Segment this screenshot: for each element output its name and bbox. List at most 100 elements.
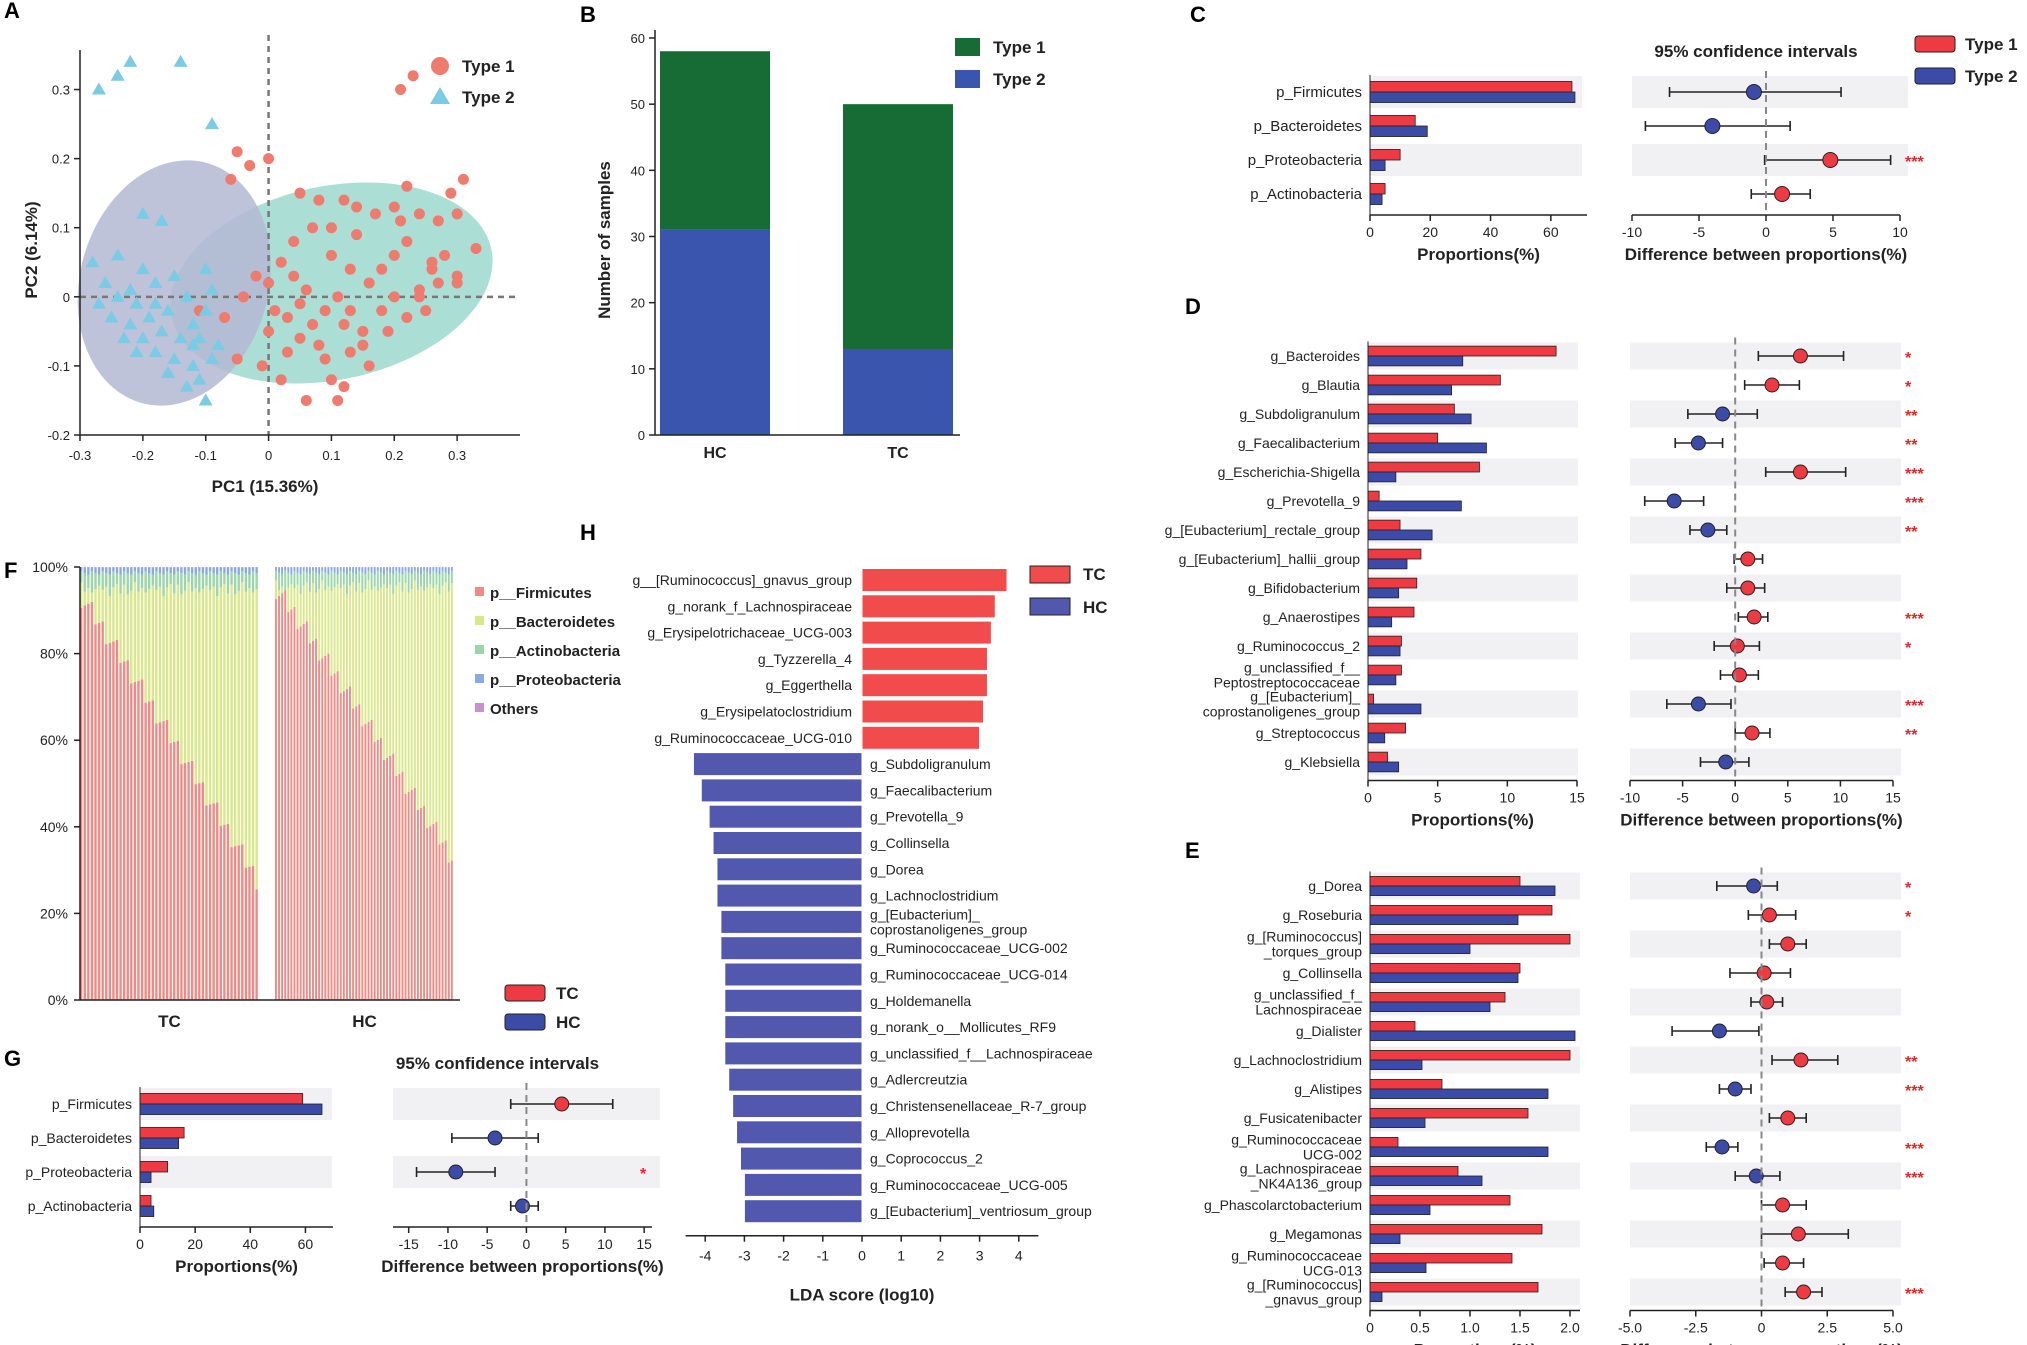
bar-type2 [1369, 1001, 1491, 1012]
sample-segment-firmicutes [281, 593, 284, 1000]
sample-segment-firmicutes [101, 621, 104, 1000]
difference-point [1745, 84, 1762, 100]
bar-type2 [1367, 558, 1408, 570]
sample-segment-actinobacteria [423, 570, 426, 591]
difference-point [1761, 907, 1777, 923]
taxon-label: g_Faecalibacterium [870, 782, 992, 798]
bar-type2 [1367, 732, 1386, 744]
sample-segment-others [305, 567, 308, 568]
bar-type2 [1369, 1262, 1427, 1273]
x-tick-label: 0 [1366, 224, 1374, 240]
bar-type2 [1369, 914, 1519, 925]
sample-segment-actinobacteria [140, 574, 144, 589]
sample-segment-bacteroidetes [105, 586, 108, 645]
sample-segment-firmicutes [287, 612, 290, 1000]
ci-row-band [1630, 516, 1901, 544]
type1-point [263, 325, 275, 337]
y-tick-label: 60% [40, 732, 68, 748]
sample-segment-firmicutes [318, 660, 321, 1000]
sample-segment-others [255, 567, 258, 568]
bar-type1 [1367, 606, 1415, 618]
sample-segment-proteobacteria [230, 567, 233, 572]
lda-bar-tc [861, 568, 1008, 592]
difference-point [1729, 638, 1745, 654]
sample-segment-actinobacteria [336, 574, 339, 584]
category-label: g_Faecalibacterium [1238, 435, 1360, 451]
taxon-label: g_Christensenellaceae_R-7_group [870, 1098, 1087, 1114]
difference-point [1704, 118, 1721, 134]
ci-x-tick-label: 10 [597, 1236, 613, 1252]
sample-segment-proteobacteria [187, 567, 190, 572]
sample-segment-proteobacteria [321, 567, 324, 571]
bar-type1 [1369, 934, 1571, 945]
sample-segment-bacteroidetes [219, 587, 222, 826]
sample-segment-actinobacteria [305, 572, 308, 583]
type1-point [432, 277, 444, 289]
significance-marker: *** [1905, 1170, 1924, 1187]
sample-segment-bacteroidetes [432, 588, 435, 825]
type2-point [154, 213, 169, 226]
sample-segment-firmicutes [90, 601, 94, 1000]
sample-segment-proteobacteria [404, 567, 407, 571]
sample-segment-firmicutes [324, 655, 327, 1000]
x-axis-label: Proportions(%) [1411, 811, 1534, 830]
sample-segment-bacteroidetes [355, 591, 358, 707]
type2-point [167, 269, 182, 282]
type2-point [148, 276, 163, 288]
bar-type2 [1367, 674, 1397, 686]
sample-segment-others [330, 567, 333, 568]
sample-segment-firmicutes [413, 787, 416, 1000]
lda-bar-tc [861, 725, 981, 750]
sample-segment-proteobacteria [318, 567, 321, 575]
sample-segment-others [401, 567, 404, 568]
sample-segment-others [201, 567, 205, 568]
sample-segment-others [287, 567, 290, 568]
sample-segment-proteobacteria [401, 567, 404, 575]
type1-point [275, 256, 287, 268]
sample-segment-actinobacteria [383, 574, 385, 584]
x-tick-label: 0 [265, 448, 272, 463]
sample-segment-bacteroidetes [119, 593, 122, 663]
sample-segment-actinobacteria [144, 571, 147, 593]
sample-segment-actinobacteria [302, 570, 305, 586]
lda-bar-hc [708, 804, 863, 829]
sample-segment-others [361, 567, 364, 568]
sample-segment-bacteroidetes [383, 583, 385, 760]
sample-segment-actinobacteria [130, 574, 133, 591]
sample-segment-proteobacteria [426, 567, 429, 573]
type1-point [294, 187, 306, 199]
sample-segment-bacteroidetes [429, 583, 432, 827]
sample-segment-others [426, 567, 429, 568]
sample-segment-actinobacteria [173, 574, 176, 594]
sample-segment-proteobacteria [137, 567, 140, 574]
sample-segment-proteobacteria [233, 567, 237, 574]
sample-segment-others [241, 567, 244, 568]
category-label: _gnavus_group [1264, 1292, 1362, 1308]
type1-point [407, 70, 419, 82]
sample-segment-actinobacteria [429, 574, 432, 584]
sample-segment-bacteroidetes [187, 582, 190, 762]
type2-point [98, 276, 113, 288]
type1-point [269, 305, 281, 317]
type1-point [237, 291, 249, 303]
sample-segment-firmicutes [176, 740, 180, 1000]
lda-bar-hc [728, 1067, 863, 1092]
sample-segment-actinobacteria [190, 573, 194, 592]
sample-segment-proteobacteria [429, 567, 432, 575]
sample-segment-proteobacteria [219, 567, 222, 572]
bar-type1 [1369, 963, 1521, 974]
sample-segment-actinobacteria [395, 570, 398, 586]
significance-marker: * [640, 1166, 647, 1183]
sample-segment-others [230, 567, 233, 568]
sample-segment-others [308, 567, 311, 568]
sample-segment-proteobacteria [410, 567, 413, 575]
sample-segment-proteobacteria [119, 567, 122, 575]
type1-point [338, 194, 350, 206]
lda-bar-hc [724, 1041, 863, 1066]
sample-segment-firmicutes [251, 865, 255, 1000]
sample-segment-bacteroidetes [386, 588, 388, 758]
taxon-label: g_Collinsella [870, 835, 950, 851]
category-label: p_Bacteroidetes [1254, 118, 1362, 135]
difference-point [1718, 754, 1734, 770]
x-tick-label: 60 [1543, 224, 1559, 240]
